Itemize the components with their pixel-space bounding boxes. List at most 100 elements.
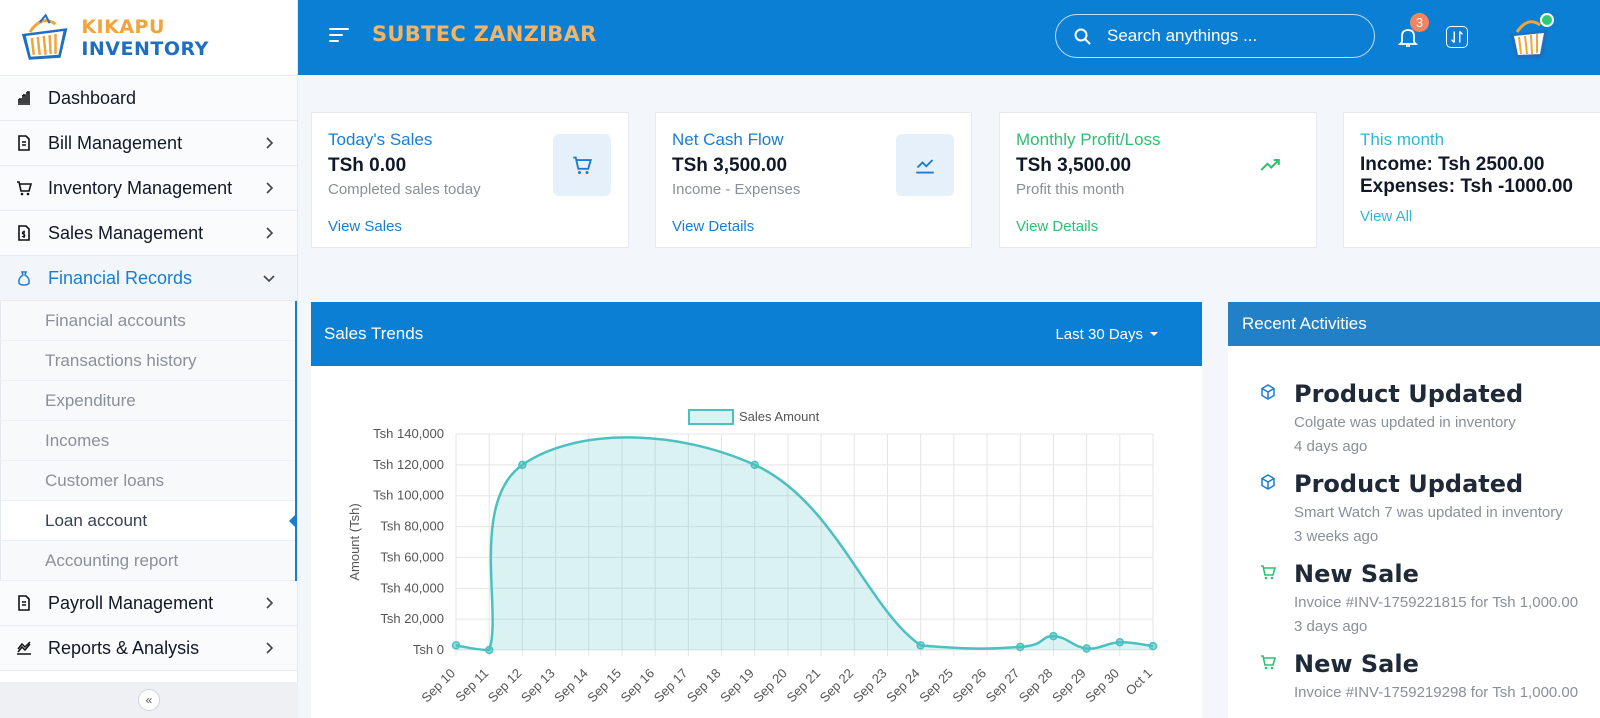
activity-title: New Sale bbox=[1294, 650, 1419, 678]
sales-trends-chart: Tsh 0 Tsh 20,000 Tsh 40,000 Tsh 60,000 Tsh 8… bbox=[347, 409, 1158, 706]
sidebar-item-financial-records[interactable]: Financial Records bbox=[0, 256, 297, 301]
series-area-fill bbox=[456, 437, 1153, 650]
y-tick-label: Tsh 120,000 bbox=[373, 457, 444, 472]
data-point bbox=[1015, 642, 1025, 652]
y-tick-label: Tsh 80,000 bbox=[380, 519, 444, 534]
card-subtitle: Profit this month bbox=[1016, 181, 1125, 198]
y-tick-label: Tsh 20,000 bbox=[380, 611, 444, 626]
x-tick-label: Sep 21 bbox=[783, 666, 823, 706]
submenu-item-customer-loans[interactable]: Customer loans bbox=[0, 461, 295, 501]
basket-logo-icon bbox=[21, 12, 68, 60]
x-tick-label: Sep 23 bbox=[850, 666, 890, 706]
sidebar-item-reports-analysis[interactable]: Reports & Analysis bbox=[0, 626, 297, 671]
search-input[interactable] bbox=[1107, 26, 1347, 46]
sidebar-item-inventory-management[interactable]: Inventory Management bbox=[0, 166, 297, 211]
bell-icon[interactable] bbox=[1396, 25, 1420, 49]
financial-records-submenu: Financial accounts Transactions history … bbox=[0, 301, 297, 581]
x-tick-label: Sep 27 bbox=[983, 666, 1023, 706]
chevron-right-icon bbox=[266, 227, 274, 239]
activity-title: New Sale bbox=[1294, 560, 1419, 588]
document-icon bbox=[16, 595, 32, 611]
activity-description: Smart Watch 7 was updated in inventory bbox=[1294, 504, 1563, 521]
sidebar-nav-lower: Payroll Management Reports & Analysis bbox=[0, 581, 297, 671]
card-title: Monthly Profit/Loss bbox=[1016, 130, 1161, 149]
legend-swatch bbox=[688, 409, 734, 425]
sidebar-item-label: Inventory Management bbox=[48, 177, 233, 198]
x-tick-label: Sep 18 bbox=[684, 666, 724, 706]
view-all-link[interactable]: View All bbox=[1360, 208, 1413, 225]
sidebar-item-bill-management[interactable]: Bill Management bbox=[0, 121, 297, 166]
sidebar-item-sales-management[interactable]: Sales Management bbox=[0, 211, 297, 256]
cart-icon bbox=[16, 180, 32, 196]
card-icon-box bbox=[896, 134, 954, 196]
money-bag-icon bbox=[16, 270, 32, 286]
submenu-item-financial-accounts[interactable]: Financial accounts bbox=[0, 301, 295, 341]
sidebar: KIKAPU INVENTORY Dashboard Bill Manageme… bbox=[0, 0, 298, 718]
submenu-item-transactions-history[interactable]: Transactions history bbox=[0, 341, 295, 381]
menu-toggle-icon[interactable] bbox=[329, 27, 349, 43]
todays-sales-card: Today's Sales TSh 0.00 Completed sales t… bbox=[311, 112, 629, 248]
submenu-item-loan-account[interactable]: Loan account bbox=[0, 501, 297, 541]
activity-title: Product Updated bbox=[1294, 380, 1524, 408]
x-tick-label: Sep 12 bbox=[485, 666, 525, 706]
view-sales-link[interactable]: View Sales bbox=[328, 218, 402, 235]
card-title: Net Cash Flow bbox=[672, 130, 784, 149]
x-tick-label: Sep 28 bbox=[1016, 666, 1056, 706]
card-value: TSh 3,500.00 bbox=[1016, 155, 1132, 176]
cart-icon bbox=[1261, 655, 1276, 670]
sidebar-item-label: Reports & Analysis bbox=[48, 637, 200, 658]
brand-name-part2: INVENTORY bbox=[81, 37, 209, 60]
cart-icon bbox=[573, 156, 592, 174]
date-range-dropdown[interactable]: Last 30 Days bbox=[1055, 326, 1158, 343]
data-point bbox=[1082, 644, 1091, 653]
x-tick-label: Sep 16 bbox=[618, 666, 658, 706]
data-point bbox=[451, 641, 461, 650]
brand[interactable]: KIKAPU INVENTORY bbox=[0, 0, 297, 76]
sidebar-item-dashboard[interactable]: Dashboard bbox=[0, 76, 297, 121]
chevron-down-icon bbox=[263, 275, 275, 283]
data-point bbox=[1115, 638, 1125, 647]
sidebar-item-payroll-management[interactable]: Payroll Management bbox=[0, 581, 297, 626]
sidebar-item-label: Payroll Management bbox=[48, 592, 214, 613]
switch-icon[interactable] bbox=[1446, 26, 1468, 48]
view-details-link[interactable]: View Details bbox=[1016, 218, 1099, 235]
card-subtitle: Income - Expenses bbox=[672, 181, 801, 198]
data-point bbox=[1049, 631, 1058, 641]
view-details-link[interactable]: View Details bbox=[672, 218, 755, 235]
x-tick-label: Oct 1 bbox=[1123, 666, 1156, 699]
box-icon bbox=[1261, 474, 1275, 490]
monthly-profit-card: Monthly Profit/Loss TSh 3,500.00 Profit … bbox=[999, 112, 1317, 248]
top-header: SUBTEC ZANZIBAR 3 bbox=[298, 0, 1600, 75]
card-title: Today's Sales bbox=[328, 130, 433, 149]
data-point bbox=[484, 645, 494, 655]
sidebar-item-label: Bill Management bbox=[48, 132, 183, 153]
avatar[interactable] bbox=[1506, 16, 1552, 62]
activity-description: Colgate was updated in inventory bbox=[1294, 414, 1516, 431]
card-icon-box bbox=[1241, 134, 1299, 196]
submenu-item-incomes[interactable]: Incomes bbox=[0, 421, 295, 461]
activity-description: Invoice #INV-1759219298 for Tsh 1,000.00 bbox=[1294, 684, 1579, 701]
submenu-item-expenditure[interactable]: Expenditure bbox=[0, 381, 295, 421]
submenu-item-accounting-report[interactable]: Accounting report bbox=[0, 541, 295, 581]
data-point bbox=[916, 641, 925, 650]
search-box bbox=[1055, 14, 1375, 58]
data-point bbox=[750, 460, 759, 470]
y-tick-label: Tsh 40,000 bbox=[380, 580, 444, 595]
invoice-icon bbox=[16, 225, 32, 241]
x-tick-label: Sep 14 bbox=[551, 666, 591, 706]
x-tick-label: Sep 13 bbox=[518, 666, 558, 706]
recent-activities-panel: Recent Activities Product Updated Colgat… bbox=[1228, 302, 1600, 718]
online-status-dot bbox=[1540, 13, 1554, 27]
x-tick-label: Sep 17 bbox=[651, 666, 691, 706]
document-icon bbox=[16, 135, 32, 151]
chevron-right-icon bbox=[266, 597, 274, 609]
caret-down-icon bbox=[1150, 332, 1158, 336]
box-icon bbox=[1261, 384, 1275, 400]
sidebar-nav: Dashboard Bill Management Inventory Mana… bbox=[0, 76, 297, 301]
y-axis-label: Amount (Tsh) bbox=[347, 503, 362, 580]
x-tick-label: Sep 20 bbox=[750, 666, 790, 706]
date-range-label: Last 30 Days bbox=[1055, 325, 1143, 343]
data-point bbox=[518, 460, 527, 470]
collapse-sidebar-button[interactable]: « bbox=[138, 689, 160, 711]
sales-trends-title: Sales Trends bbox=[324, 324, 424, 343]
